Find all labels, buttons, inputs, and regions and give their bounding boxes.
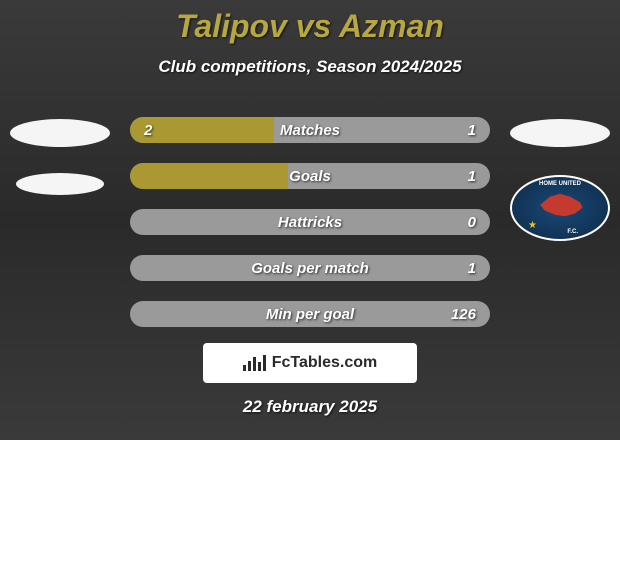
club-logo-home-united: HOME UNITED ★ F.C. (510, 175, 610, 241)
right-column: HOME UNITED ★ F.C. (508, 117, 612, 241)
stat-bar-goals: Goals 1 (130, 163, 490, 189)
bar-label: Goals per match (251, 260, 369, 277)
stat-bar-hattricks: Hattricks 0 (130, 209, 490, 235)
bar-label: Min per goal (266, 306, 354, 323)
bar-right-value: 126 (451, 306, 476, 323)
stat-bars: 2 Matches 1 Goals 1 Hattricks 0 Goals pe… (112, 117, 508, 327)
fctables-text: FcTables.com (272, 354, 378, 372)
bar-label: Matches (280, 122, 340, 139)
bar-right-value: 1 (468, 260, 476, 277)
stat-bar-goals-per-match: Goals per match 1 (130, 255, 490, 281)
fctables-logo: FcTables.com (203, 343, 417, 383)
bar-right-value: 0 (468, 214, 476, 231)
club-logo-fc: F.C. (567, 229, 578, 235)
bar-label: Goals (289, 168, 331, 185)
right-logo-placeholder-1 (510, 119, 610, 147)
club-logo-inner: HOME UNITED ★ F.C. (512, 177, 608, 239)
bar-left-value: 2 (144, 122, 152, 139)
comparison-container: Talipov vs Azman Club competitions, Seas… (0, 0, 620, 440)
bar-label: Hattricks (278, 214, 342, 231)
subtitle: Club competitions, Season 2024/2025 (0, 45, 620, 77)
content-row: 2 Matches 1 Goals 1 Hattricks 0 Goals pe… (0, 117, 620, 327)
left-logo-placeholder-2 (16, 173, 104, 195)
star-icon: ★ (528, 220, 537, 231)
white-space-below (0, 440, 620, 580)
bar-right-value: 1 (468, 122, 476, 139)
left-column (8, 117, 112, 195)
stat-bar-min-per-goal: Min per goal 126 (130, 301, 490, 327)
stat-bar-matches: 2 Matches 1 (130, 117, 490, 143)
footer-date: 22 february 2025 (0, 397, 620, 417)
main-title: Talipov vs Azman (0, 0, 620, 45)
bar-right-value: 1 (468, 168, 476, 185)
bar-fill (130, 163, 288, 189)
left-logo-placeholder-1 (10, 119, 110, 147)
club-logo-text-top: HOME UNITED (539, 181, 581, 187)
bars-icon (243, 355, 266, 371)
dragon-icon (535, 191, 585, 219)
